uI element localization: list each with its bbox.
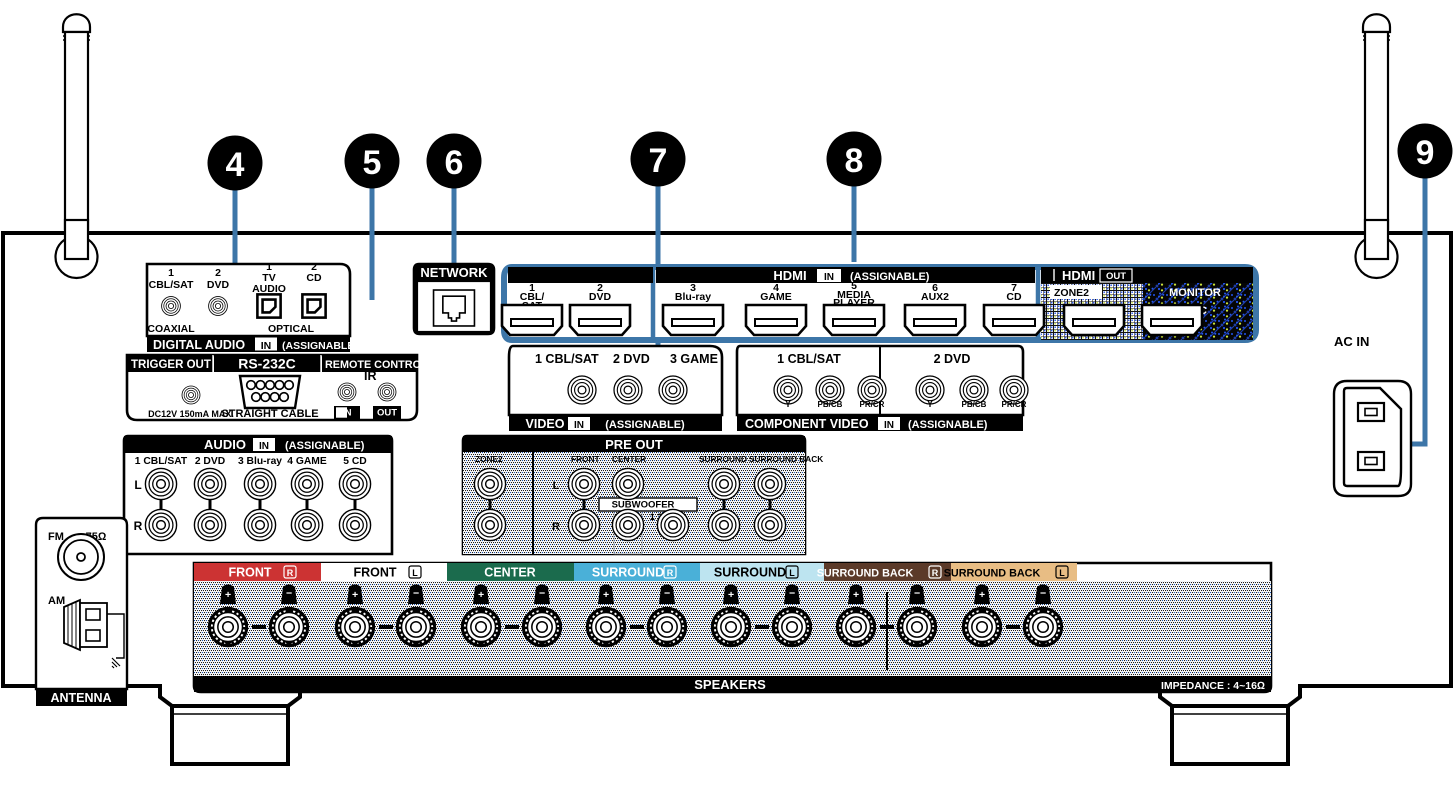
svg-text:IN: IN xyxy=(884,420,894,431)
svg-text:2: 2 xyxy=(215,267,221,279)
svg-text:5: 5 xyxy=(363,144,382,182)
svg-text:8: 8 xyxy=(845,142,864,180)
svg-text:AUX2: AUX2 xyxy=(921,291,949,303)
svg-text:CENTER: CENTER xyxy=(612,454,646,464)
svg-text:R: R xyxy=(667,568,674,578)
svg-text:ZONE2: ZONE2 xyxy=(1054,287,1089,299)
svg-text:SURROUND: SURROUND xyxy=(714,566,786,580)
svg-text:2 DVD: 2 DVD xyxy=(195,456,225,467)
svg-text:L: L xyxy=(553,480,560,492)
svg-text:CD: CD xyxy=(306,272,322,284)
svg-text:DVD: DVD xyxy=(589,291,612,303)
svg-text:SURROUND: SURROUND xyxy=(592,566,664,580)
svg-text:PR/CR: PR/CR xyxy=(1002,400,1027,409)
svg-text:IN: IN xyxy=(574,420,584,431)
svg-text:AM: AM xyxy=(48,595,65,607)
svg-text:7: 7 xyxy=(649,142,668,180)
svg-text:(ASSIGNABLE): (ASSIGNABLE) xyxy=(908,419,988,431)
svg-text:PRE OUT: PRE OUT xyxy=(605,437,663,452)
svg-text:1 CBL/SAT: 1 CBL/SAT xyxy=(535,352,599,366)
svg-text:SURROUND BACK: SURROUND BACK xyxy=(817,568,914,580)
svg-text:PR/CR: PR/CR xyxy=(860,400,885,409)
svg-text:4 GAME: 4 GAME xyxy=(287,456,327,467)
svg-text:IMPEDANCE : 4~16Ω: IMPEDANCE : 4~16Ω xyxy=(1161,680,1265,692)
svg-text:FRONT: FRONT xyxy=(353,566,396,580)
svg-text:PB/CB: PB/CB xyxy=(962,400,987,409)
svg-text:1: 1 xyxy=(168,267,174,279)
svg-text:SPEAKERS: SPEAKERS xyxy=(694,677,766,692)
svg-text:IN: IN xyxy=(261,340,272,352)
svg-text:2 DVD: 2 DVD xyxy=(934,352,971,366)
svg-text:9: 9 xyxy=(1416,134,1435,172)
svg-text:AUDIO: AUDIO xyxy=(204,437,246,452)
svg-text:(ASSIGNABLE): (ASSIGNABLE) xyxy=(850,271,930,283)
svg-text:DIGITAL AUDIO: DIGITAL AUDIO xyxy=(153,338,245,352)
svg-text:4: 4 xyxy=(226,146,245,184)
svg-text:Y: Y xyxy=(927,399,933,409)
svg-text:R: R xyxy=(552,521,560,533)
svg-text:PB/CB: PB/CB xyxy=(818,400,843,409)
svg-text:2 DVD: 2 DVD xyxy=(613,352,650,366)
svg-text:SURROUND BACK: SURROUND BACK xyxy=(749,454,823,464)
svg-text:NETWORK: NETWORK xyxy=(420,265,488,280)
svg-text:GAME: GAME xyxy=(760,291,792,303)
svg-text:SURROUND: SURROUND xyxy=(699,454,747,464)
svg-text:MONITOR: MONITOR xyxy=(1169,287,1221,299)
svg-text:COMPONENT VIDEO: COMPONENT VIDEO xyxy=(745,417,869,431)
svg-text:ZONE2: ZONE2 xyxy=(475,454,503,464)
svg-text:Y: Y xyxy=(785,399,791,409)
svg-text:AC IN: AC IN xyxy=(1334,334,1369,349)
svg-text:CENTER: CENTER xyxy=(484,566,535,580)
svg-text:1 CBL/SAT: 1 CBL/SAT xyxy=(777,352,841,366)
svg-text:L: L xyxy=(789,568,795,578)
svg-text:HDMI: HDMI xyxy=(773,268,806,283)
svg-text:CD: CD xyxy=(1006,291,1022,303)
svg-text:R: R xyxy=(932,568,939,578)
svg-text:OUT: OUT xyxy=(1106,271,1126,282)
svg-text:IN: IN xyxy=(259,441,269,452)
svg-text:FM: FM xyxy=(48,531,64,543)
svg-text:IR: IR xyxy=(364,369,377,383)
svg-text:VIDEO: VIDEO xyxy=(526,417,565,431)
svg-text:1 CBL/SAT: 1 CBL/SAT xyxy=(135,456,188,467)
svg-text:R: R xyxy=(134,519,143,533)
svg-text:FRONT: FRONT xyxy=(228,566,271,580)
svg-text:(ASSIGNABLE): (ASSIGNABLE) xyxy=(605,419,685,431)
svg-text:6: 6 xyxy=(445,144,464,182)
svg-text:(ASSIGNABLE): (ASSIGNABLE) xyxy=(285,440,365,452)
svg-text:SUBWOOFER: SUBWOOFER xyxy=(612,500,675,511)
svg-text:DVD: DVD xyxy=(207,279,230,291)
svg-text:SURROUND BACK: SURROUND BACK xyxy=(944,568,1041,580)
svg-text:OUT: OUT xyxy=(377,408,397,419)
svg-text:TRIGGER OUT: TRIGGER OUT xyxy=(131,359,211,371)
svg-text:ANTENNA: ANTENNA xyxy=(50,691,111,705)
svg-text:L: L xyxy=(412,568,418,578)
svg-text:STRAIGHT CABLE: STRAIGHT CABLE xyxy=(221,408,318,420)
svg-text:3 GAME: 3 GAME xyxy=(670,352,718,366)
svg-text:HDMI: HDMI xyxy=(1062,268,1095,283)
svg-text:R: R xyxy=(287,568,294,578)
svg-text:OPTICAL: OPTICAL xyxy=(268,323,315,335)
svg-text:IN: IN xyxy=(343,408,352,418)
svg-text:CBL/SAT: CBL/SAT xyxy=(149,279,194,291)
svg-text:COAXIAL: COAXIAL xyxy=(147,323,195,335)
svg-text:L: L xyxy=(1059,568,1065,578)
svg-text:FRONT: FRONT xyxy=(571,454,600,464)
svg-text:5 CD: 5 CD xyxy=(343,456,366,467)
svg-text:IN: IN xyxy=(824,272,834,283)
svg-text:Blu-ray: Blu-ray xyxy=(675,291,711,303)
svg-text:3 Blu-ray: 3 Blu-ray xyxy=(238,456,282,467)
svg-text:(ASSIGNABLE): (ASSIGNABLE) xyxy=(282,340,358,352)
svg-text:RS-232C: RS-232C xyxy=(238,356,296,372)
svg-text:L: L xyxy=(134,478,141,492)
